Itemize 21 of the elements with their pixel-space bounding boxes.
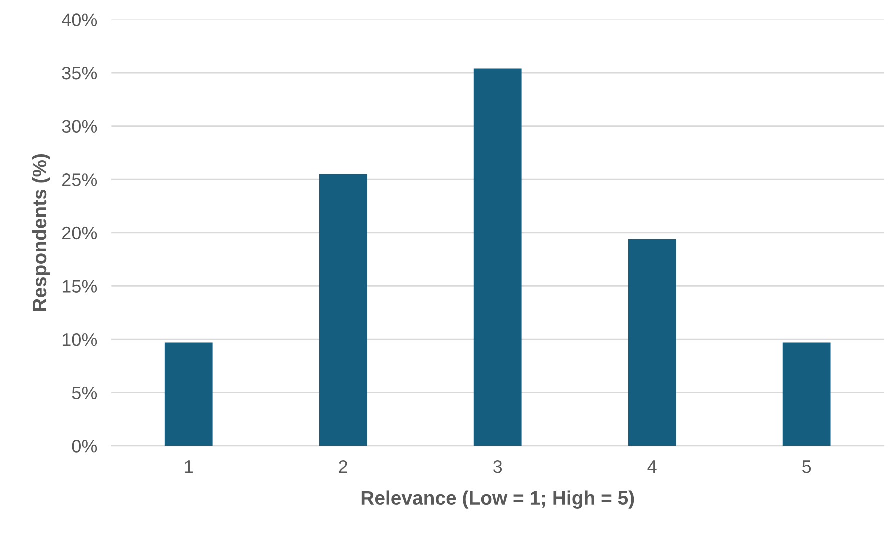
bar — [628, 239, 676, 446]
y-tick-label: 5% — [72, 386, 98, 400]
x-tick-label: 2 — [339, 460, 348, 474]
x-tick-label: 5 — [802, 460, 812, 474]
y-tick-label: 40% — [62, 14, 98, 26]
y-axis-title: Respondents (%) — [32, 154, 50, 312]
y-tick-label: 10% — [62, 333, 98, 346]
y-tick-label: 20% — [62, 226, 98, 240]
y-tick-label: 25% — [62, 174, 98, 186]
y-tick-label: 15% — [62, 280, 98, 293]
bar — [782, 342, 831, 446]
x-tick-label: 1 — [185, 460, 194, 474]
x-tick-label: 3 — [494, 460, 502, 474]
y-tick-label: 0% — [72, 440, 98, 453]
y-tick-label: 35% — [62, 66, 98, 80]
x-tick-label: 4 — [648, 460, 657, 474]
x-axis-title: Relevance (Low = 1; High = 5) — [362, 490, 634, 509]
y-tick-label: 30% — [62, 120, 98, 134]
bar — [164, 342, 213, 446]
bar — [319, 174, 368, 446]
bar — [474, 68, 522, 446]
